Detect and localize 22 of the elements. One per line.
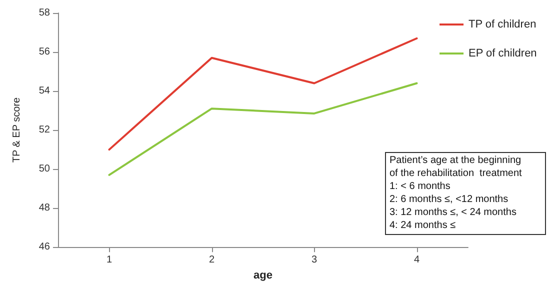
y-tick-label: 54 xyxy=(38,86,50,97)
y-axis-title: TP & EP score xyxy=(12,97,22,163)
line-series xyxy=(108,37,418,151)
y-tick-label: 58 xyxy=(38,8,50,18)
annotation: 2: 6 months ≤, <12 months xyxy=(390,194,508,205)
annotation: Patient’s age at the beginning xyxy=(390,155,522,166)
x-tick-label: 4 xyxy=(414,254,420,266)
annotation: 1: < 6 months xyxy=(390,181,450,192)
y-tick-label: 52 xyxy=(38,124,50,136)
x-axis-title: age xyxy=(254,270,272,282)
annotation: of the rehabilitation treatment xyxy=(390,168,522,179)
y-tick-label: 56 xyxy=(38,46,50,58)
x-tick-label: 3 xyxy=(311,254,318,266)
legend-label: TP of children xyxy=(468,18,536,30)
y-tick-label: 46 xyxy=(38,242,50,253)
x-tick-label: 2 xyxy=(208,254,215,266)
y-tick-label: 50 xyxy=(38,164,50,175)
legend-label: EP of children xyxy=(468,48,537,60)
annotation: 4: 24 months ≤ xyxy=(390,220,456,231)
y-tick-label: 48 xyxy=(38,202,50,214)
annotation: 3: 12 months ≤, < 24 months xyxy=(390,207,516,218)
x-tick-label: 1 xyxy=(106,254,112,266)
